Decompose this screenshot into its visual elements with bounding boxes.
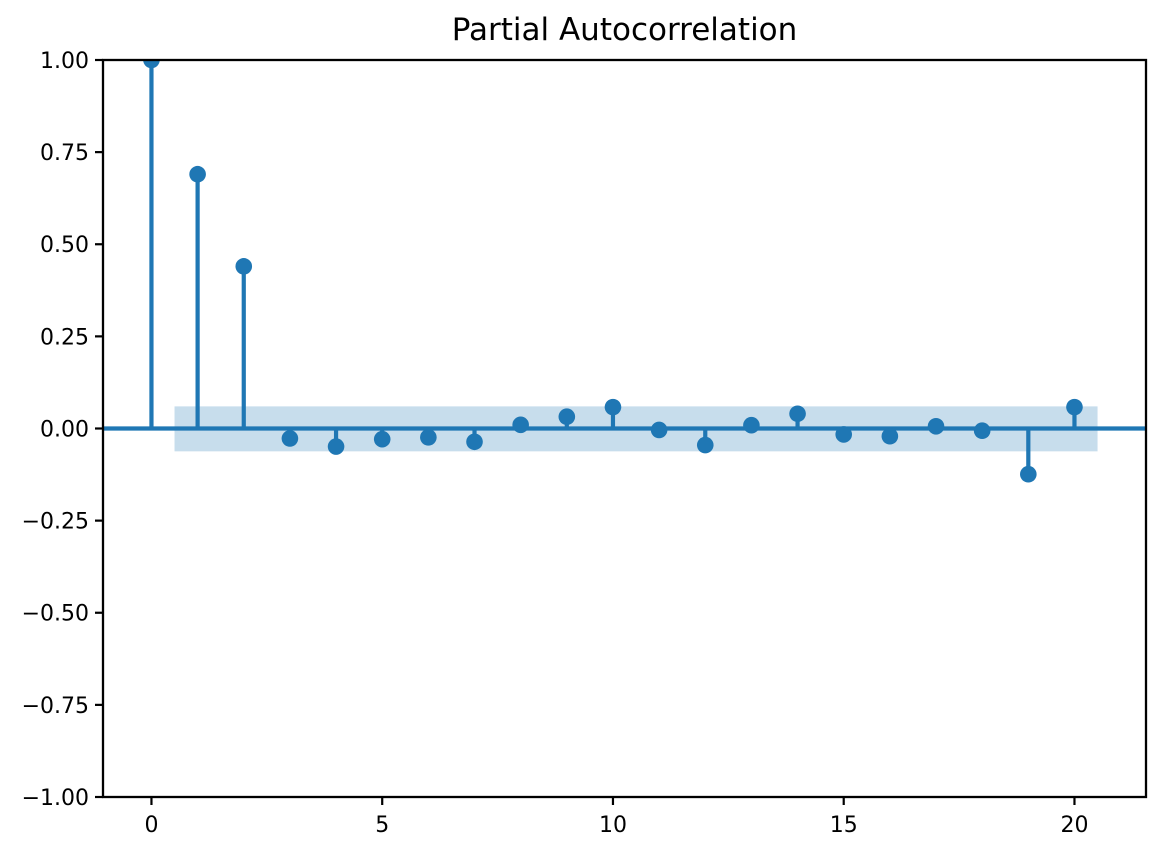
y-axis-tick-label: 0.75 (40, 141, 89, 166)
y-axis-tick-label: 0.25 (40, 325, 89, 350)
data-point-marker (235, 258, 253, 275)
data-point-marker (789, 405, 806, 423)
data-point-marker (696, 436, 714, 454)
data-point-marker (1066, 398, 1083, 416)
data-point-marker (835, 426, 853, 443)
y-axis-tick-label: −0.50 (22, 602, 89, 627)
data-point-marker (881, 427, 899, 445)
data-point-marker (1020, 465, 1037, 483)
data-point-marker (189, 165, 206, 183)
data-point-marker (604, 398, 622, 416)
y-axis-tick-label: 0.00 (40, 417, 89, 442)
x-axis-tick-label: 0 (144, 813, 158, 838)
data-point-marker (927, 417, 945, 435)
x-axis-tick-label: 5 (375, 813, 389, 838)
data-point-marker (512, 416, 529, 434)
y-axis-tick-label: −0.75 (22, 694, 89, 719)
data-point-marker (373, 430, 391, 448)
data-point-marker (143, 60, 160, 69)
x-axis-tick-label: 10 (599, 813, 627, 838)
y-axis-tick-label: 1.00 (40, 49, 89, 74)
data-point-marker (420, 429, 437, 446)
data-point-marker (281, 430, 299, 447)
data-point-marker (558, 408, 576, 426)
chart-title: Partial Autocorrelation (452, 12, 798, 48)
data-point-marker (743, 416, 760, 434)
data-point-marker (466, 433, 483, 451)
y-axis-tick-label: −1.00 (22, 786, 89, 811)
data-point-marker (973, 422, 991, 440)
data-point-marker (327, 438, 345, 455)
x-axis-tick-label: 20 (1060, 813, 1088, 838)
plot-area (103, 60, 1146, 483)
x-axis-tick-label: 15 (830, 813, 858, 838)
data-point-marker (650, 421, 668, 439)
y-axis-tick-label: −0.25 (22, 510, 89, 535)
y-axis-tick-label: 0.50 (40, 233, 89, 258)
